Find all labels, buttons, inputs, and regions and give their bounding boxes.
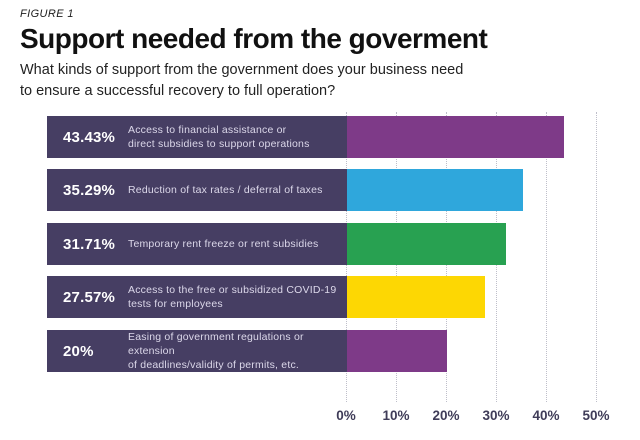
bar	[347, 223, 506, 265]
bar-category-label: Access to financial assistance or direct…	[128, 123, 310, 150]
x-axis-tick: 40%	[532, 408, 560, 423]
bar-label-block: 35.29% Reduction of tax rates / deferral…	[47, 169, 347, 211]
bar-row: 27.57% Access to the free or subsidized …	[47, 276, 485, 318]
bar-row: 20% Easing of government regulations or …	[47, 330, 447, 372]
bar-label-block: 27.57% Access to the free or subsidized …	[47, 276, 347, 318]
chart-header: FIGURE 1 Support needed from the goverme…	[20, 8, 620, 101]
bar	[347, 330, 447, 372]
bar-label-block: 31.71% Temporary rent freeze or rent sub…	[47, 223, 347, 265]
x-axis-tick: 20%	[432, 408, 460, 423]
bar-label-block: 43.43% Access to financial assistance or…	[47, 116, 347, 158]
bar-row: 31.71% Temporary rent freeze or rent sub…	[47, 223, 506, 265]
gridline-40pct	[546, 112, 547, 402]
bar-value-label: 43.43%	[63, 128, 116, 146]
figure-label: FIGURE 1	[20, 8, 74, 20]
bar-value-label: 20%	[63, 342, 94, 360]
chart-subtitle: What kinds of support from the governmen…	[20, 62, 464, 99]
bar	[347, 276, 485, 318]
gridline-50pct	[596, 112, 597, 402]
bar-row: 43.43% Access to financial assistance or…	[47, 116, 565, 158]
bar-value-label: 27.57%	[63, 288, 116, 306]
bar-category-label: Reduction of tax rates / deferral of tax…	[128, 183, 323, 196]
x-axis: 0% 10% 20% 30% 40% 50%	[0, 408, 640, 428]
bar-row: 35.29% Reduction of tax rates / deferral…	[47, 169, 524, 211]
x-axis-tick: 0%	[336, 408, 356, 423]
page-title: Support needed from the goverment	[20, 23, 488, 54]
bar-value-label: 35.29%	[63, 181, 116, 199]
bar	[347, 116, 565, 158]
bar-value-label: 31.71%	[63, 235, 116, 253]
x-axis-tick: 10%	[382, 408, 410, 423]
bar-category-label: Easing of government regulations or exte…	[128, 330, 304, 372]
bar-category-label: Access to the free or subsidized COVID-1…	[128, 283, 337, 310]
bar-label-block: 20% Easing of government regulations or …	[47, 330, 347, 372]
x-axis-tick: 30%	[482, 408, 510, 423]
x-axis-tick: 50%	[582, 408, 610, 423]
bar-chart: 43.43% Access to financial assistance or…	[0, 112, 640, 440]
bar-category-label: Temporary rent freeze or rent subsidies	[128, 237, 319, 250]
bar	[347, 169, 524, 211]
